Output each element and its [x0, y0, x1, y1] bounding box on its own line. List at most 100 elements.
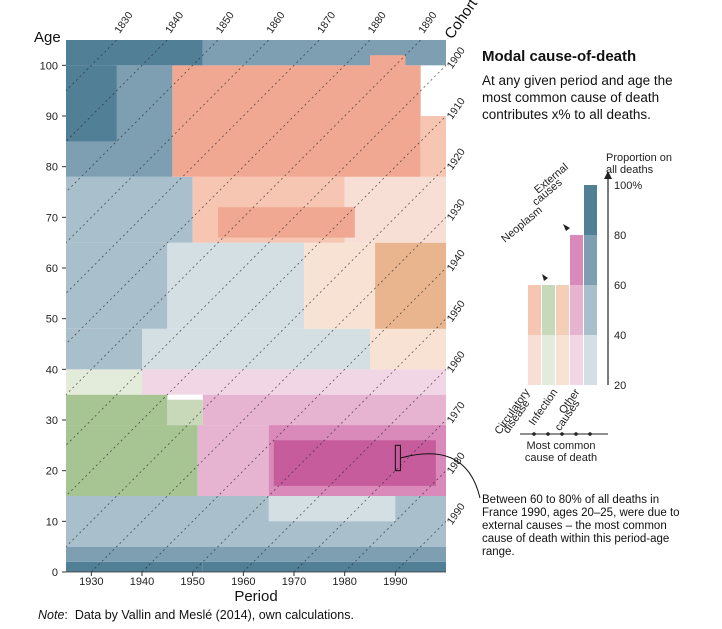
cohort-tick-right: 1930	[445, 197, 468, 223]
heatmap-cell	[370, 328, 446, 370]
heatmap-cell	[294, 328, 370, 370]
heatmap-cell	[304, 242, 376, 329]
legend-axis-arrow	[604, 171, 612, 179]
legend-proportion-title-line1: Proportion on	[606, 152, 672, 164]
heatmap-cell	[218, 207, 355, 238]
y-tick-label: 50	[46, 314, 58, 326]
y-tick-label: 0	[52, 567, 58, 579]
heatmap-cells	[66, 40, 446, 572]
x-tick-label: 1940	[130, 576, 154, 588]
y-tick-label: 10	[46, 516, 58, 528]
heatmap-cell	[66, 40, 203, 66]
x-tick-label: 1970	[282, 576, 306, 588]
cohort-line	[66, 40, 422, 396]
legend-bar-segment	[584, 235, 597, 285]
legend-bar-segment	[584, 285, 597, 335]
callout-text: Between 60 to 80% of all deaths in Franc…	[482, 494, 680, 558]
legend-label-neoplasm: Neoplasm	[499, 204, 545, 245]
legend-proportion-tick: 40	[614, 330, 626, 342]
cohort-tick-right: 1980	[445, 450, 468, 476]
cohort-tick-right: 1990	[445, 501, 468, 527]
heatmap-cell	[268, 496, 396, 522]
heatmap-cell	[66, 242, 168, 329]
legend-x-dot	[560, 432, 564, 436]
legend-bar-segment	[570, 335, 583, 385]
heatmap-cell	[202, 40, 446, 66]
cohort-line	[66, 40, 320, 294]
heatmap-cell	[172, 65, 421, 177]
legend-proportion-tick: 80	[614, 230, 626, 242]
note-label: Note	[38, 608, 65, 622]
legend-bar-segment	[542, 335, 555, 385]
x-tick-label: 1930	[79, 576, 103, 588]
x-tick-label: 1950	[180, 576, 204, 588]
cohort-tick-right: 1940	[445, 248, 468, 274]
legend-x-dot	[588, 432, 592, 436]
heatmap-cell	[202, 394, 446, 426]
x-axis-label: Period	[234, 588, 277, 605]
cohort-tick-right: 1910	[445, 96, 468, 122]
legend-bar-segment	[528, 285, 541, 335]
heatmap-cell	[202, 561, 446, 572]
heatmap-cell	[66, 176, 193, 243]
cohort-tick-top: 1880	[366, 10, 389, 36]
chart-title: Modal cause-of-death	[482, 48, 637, 65]
heatmap-cell	[142, 328, 294, 370]
callout-leader-line	[400, 453, 481, 499]
legend-proportion-title-line2: all deaths	[606, 164, 654, 176]
legend-proportion-tick: 60	[614, 280, 626, 292]
legend-bar-segment	[570, 235, 583, 285]
legend-proportion-tick: 20	[614, 380, 626, 392]
legend-bar-segment	[528, 335, 541, 385]
cohort-tick-top: 1830	[112, 10, 135, 36]
legend-external-arrow	[563, 224, 570, 231]
legend-bar-segment	[584, 335, 597, 385]
y-tick-label: 30	[46, 415, 58, 427]
heatmap-cell	[66, 546, 446, 562]
heatmap-cell	[167, 399, 203, 426]
legend-x-dot	[532, 432, 536, 436]
note: Note: Data by Vallin and Meslé (2014), o…	[38, 608, 354, 622]
cohort-tick-right: 1950	[445, 298, 468, 324]
heatmap-cell	[375, 242, 446, 329]
heatmap-cell	[370, 55, 406, 76]
y-tick-label: 20	[46, 466, 58, 478]
cohort-line	[66, 40, 371, 345]
legend-bar-segment	[584, 185, 597, 235]
x-tick-label: 1960	[231, 576, 255, 588]
heatmap-cell	[420, 116, 446, 177]
legend-x-title-line1: Most common	[526, 440, 595, 452]
y-tick-label: 90	[46, 111, 58, 123]
y-tick-label: 60	[46, 263, 58, 275]
legend-bar-segment	[542, 285, 555, 335]
legend-x-dot	[546, 432, 550, 436]
cohort-tick-right: 1920	[445, 146, 468, 172]
note-text: Data by Vallin and Meslé (2014), own cal…	[74, 608, 354, 622]
heatmap-cell	[66, 369, 142, 395]
cohort-line	[66, 40, 168, 142]
cohort-line-group	[66, 40, 446, 572]
heatmap-cell	[66, 65, 117, 142]
cohort-diagonals	[66, 40, 446, 572]
cohort-tick-right: 1970	[445, 400, 468, 426]
legend-proportion-tick: 100%	[614, 180, 642, 192]
chart-description: At any given period and age the most com…	[482, 73, 673, 122]
legend-x-dot	[574, 432, 578, 436]
heatmap-cell	[66, 328, 142, 370]
y-tick-label: 80	[46, 162, 58, 174]
cohort-tick-top: 1870	[315, 10, 338, 36]
heatmap-cell	[142, 369, 446, 395]
cohort-line	[66, 40, 270, 244]
legend-bar-segment	[556, 335, 569, 385]
cohort-tick-right: 1960	[445, 349, 468, 375]
x-tick-label: 1990	[383, 576, 407, 588]
heatmap-cell	[66, 394, 168, 426]
heatmap-cell	[273, 440, 436, 486]
y-tick-label: 40	[46, 364, 58, 376]
legend-neoplasm-arrow	[542, 274, 548, 281]
legend-x-title-line2: cause of death	[525, 452, 597, 464]
cohort-axis-label: Cohort	[441, 0, 481, 42]
legend-bar-segment	[556, 285, 569, 335]
